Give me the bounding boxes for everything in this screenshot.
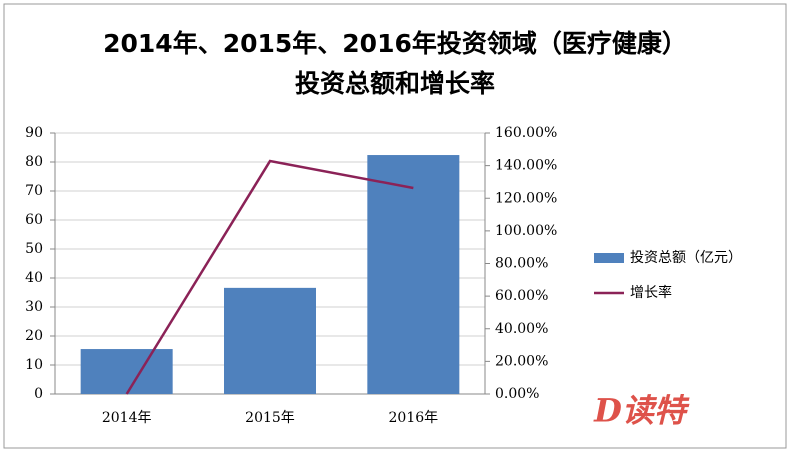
y2-tick-label: 120.00% bbox=[495, 190, 557, 206]
y-tick-label: 60 bbox=[25, 212, 43, 228]
x-tick-label: 2014年 bbox=[102, 410, 152, 426]
y2-tick-label: 140.00% bbox=[495, 158, 557, 174]
bar bbox=[80, 349, 173, 394]
bar bbox=[224, 287, 316, 394]
y2-tick-label: 20.00% bbox=[495, 353, 548, 369]
y-tick-label: 50 bbox=[25, 241, 43, 257]
x-tick-label: 2015年 bbox=[245, 410, 295, 426]
bar bbox=[367, 155, 460, 394]
y2-tick-label: 0.00% bbox=[495, 386, 539, 402]
y2-tick-label: 160.00% bbox=[495, 125, 557, 141]
y-tick-label: 40 bbox=[25, 270, 43, 286]
y2-tick-label: 80.00% bbox=[495, 256, 548, 272]
chart-title: 2014年、2015年、2016年投资领域（医疗健康）投资总额和增长率 bbox=[103, 29, 687, 98]
y-tick-label: 80 bbox=[25, 154, 43, 170]
legend-swatch bbox=[594, 253, 624, 263]
legend-label: 增长率 bbox=[630, 284, 672, 301]
x-tick-label: 2016年 bbox=[389, 410, 439, 426]
y-tick-label: 90 bbox=[25, 125, 43, 141]
watermark: D读特 bbox=[593, 392, 690, 430]
y-tick-label: 30 bbox=[25, 299, 43, 315]
y-tick-label: 10 bbox=[25, 357, 43, 373]
y-tick-label: 20 bbox=[25, 328, 43, 344]
y-tick-label: 70 bbox=[25, 183, 43, 199]
line bbox=[125, 159, 414, 395]
y2-tick-label: 100.00% bbox=[495, 223, 557, 239]
legend-label: 投资总额（亿元） bbox=[630, 250, 742, 266]
y2-tick-label: 40.00% bbox=[495, 321, 548, 337]
y-tick-label: 0 bbox=[34, 386, 43, 402]
y2-tick-label: 60.00% bbox=[495, 288, 548, 304]
